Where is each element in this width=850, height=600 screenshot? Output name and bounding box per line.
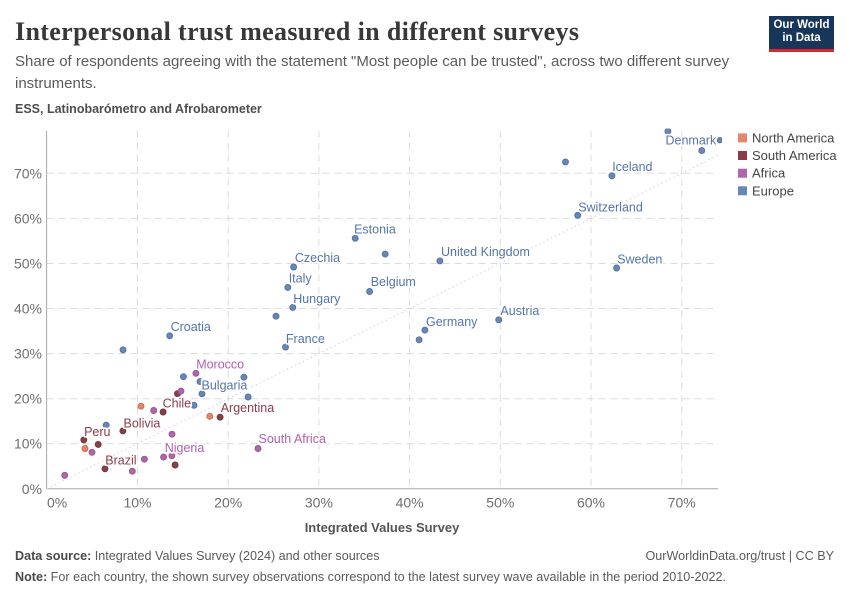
svg-text:Argentina: Argentina xyxy=(221,401,275,415)
svg-text:Belgium: Belgium xyxy=(371,275,416,289)
svg-text:South Africa: South Africa xyxy=(259,432,326,446)
svg-text:United Kingdom: United Kingdom xyxy=(441,245,530,259)
svg-text:40%: 40% xyxy=(14,301,42,317)
svg-text:50%: 50% xyxy=(14,256,42,272)
svg-text:30%: 30% xyxy=(14,346,42,362)
svg-text:20%: 20% xyxy=(214,495,242,511)
svg-text:60%: 60% xyxy=(577,495,605,511)
svg-text:70%: 70% xyxy=(668,495,696,511)
svg-text:30%: 30% xyxy=(305,495,333,511)
svg-text:0%: 0% xyxy=(47,495,67,511)
svg-text:Nigeria: Nigeria xyxy=(165,441,205,455)
svg-text:Germany: Germany xyxy=(426,315,478,329)
svg-text:Switzerland: Switzerland xyxy=(578,200,643,214)
svg-text:Iceland: Iceland xyxy=(612,160,652,174)
svg-text:Europe: Europe xyxy=(752,183,794,198)
svg-text:Czechia: Czechia xyxy=(295,251,340,265)
svg-text:60%: 60% xyxy=(14,210,42,226)
svg-text:Italy: Italy xyxy=(289,272,313,286)
svg-text:10%: 10% xyxy=(14,436,42,452)
svg-text:Africa: Africa xyxy=(752,166,786,181)
svg-text:20%: 20% xyxy=(14,391,42,407)
svg-text:Chile: Chile xyxy=(163,396,192,410)
svg-text:South America: South America xyxy=(752,148,837,163)
svg-text:Estonia: Estonia xyxy=(354,223,396,237)
svg-text:Sweden: Sweden xyxy=(617,252,662,266)
svg-text:Morocco: Morocco xyxy=(196,358,244,372)
svg-text:Integrated Values Survey: Integrated Values Survey xyxy=(305,520,460,535)
svg-text:France: France xyxy=(286,332,325,346)
svg-text:10%: 10% xyxy=(123,495,151,511)
svg-text:Austria: Austria xyxy=(500,304,539,318)
svg-text:50%: 50% xyxy=(486,495,514,511)
svg-text:Croatia: Croatia xyxy=(171,320,211,334)
svg-text:Bulgaria: Bulgaria xyxy=(202,379,248,393)
svg-text:0%: 0% xyxy=(22,481,42,497)
svg-text:Brazil: Brazil xyxy=(105,453,136,467)
svg-text:Hungary: Hungary xyxy=(293,292,341,306)
svg-text:Peru: Peru xyxy=(84,425,110,439)
svg-text:Denmark: Denmark xyxy=(666,134,717,148)
svg-text:70%: 70% xyxy=(14,165,42,181)
svg-text:Bolivia: Bolivia xyxy=(124,416,161,430)
svg-text:40%: 40% xyxy=(396,495,424,511)
svg-text:North America: North America xyxy=(752,130,835,145)
